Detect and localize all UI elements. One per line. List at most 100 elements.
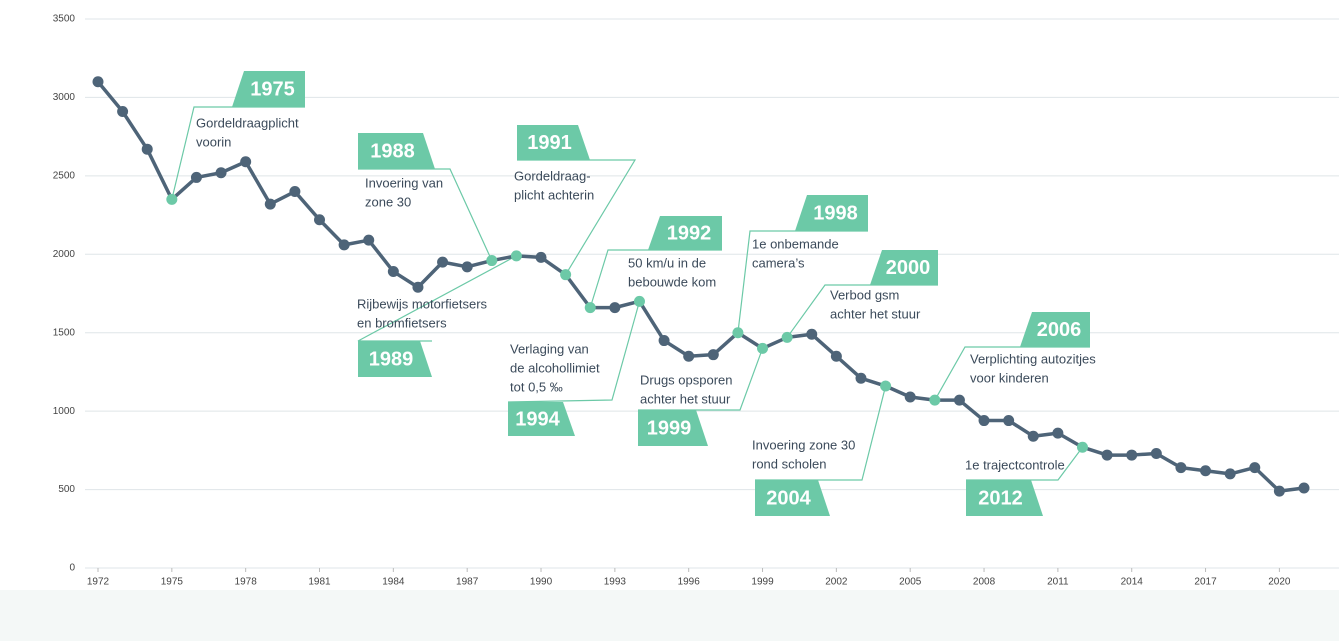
- data-point: [191, 172, 202, 183]
- data-point: [216, 167, 227, 178]
- data-point: [314, 214, 325, 225]
- y-tick-label: 3000: [53, 92, 76, 103]
- x-tick-label: 2011: [1047, 577, 1069, 588]
- annotation-text: Gordeldraag-: [514, 168, 591, 183]
- data-point: [560, 269, 571, 280]
- data-point: [1077, 442, 1088, 453]
- annotation-text: 50 km/u in de: [628, 255, 706, 270]
- data-point: [1299, 483, 1310, 494]
- annotation-text: bebouwde kom: [628, 274, 716, 289]
- annotation-text: 1e trajectcontrole: [965, 457, 1065, 472]
- x-tick-label: 1990: [530, 577, 553, 588]
- annotation-text: Invoering van: [365, 175, 443, 190]
- x-tick-label: 1984: [382, 577, 405, 588]
- y-tick-label: 500: [58, 484, 75, 495]
- data-point: [1175, 462, 1186, 473]
- x-tick-label: 2008: [973, 577, 996, 588]
- data-point: [1200, 465, 1211, 476]
- x-tick-label: 1996: [678, 577, 701, 588]
- y-tick-label: 2500: [53, 170, 76, 181]
- badge-label: 1994: [515, 408, 560, 430]
- data-point: [880, 381, 891, 392]
- annotation-text: achter het stuur: [640, 391, 731, 406]
- annotation-text: 1e onbemande: [752, 236, 839, 251]
- y-tick-label: 3500: [53, 14, 76, 25]
- data-point: [929, 395, 940, 406]
- data-point: [1003, 415, 1014, 426]
- x-tick-label: 1975: [161, 577, 184, 588]
- badge-label: 2012: [978, 487, 1023, 509]
- x-tick-label: 2017: [1194, 577, 1217, 588]
- x-tick-label: 2005: [899, 577, 922, 588]
- data-point: [659, 335, 670, 346]
- annotation-text: Verplichting autozitjes: [970, 351, 1096, 366]
- data-point: [732, 327, 743, 338]
- data-point: [1102, 450, 1113, 461]
- data-point: [1274, 486, 1285, 497]
- data-point: [585, 302, 596, 313]
- y-tick-label: 2000: [53, 249, 76, 260]
- badge-label: 1975: [250, 78, 295, 100]
- annotation-text: zone 30: [365, 194, 411, 209]
- annotation-text: achter het stuur: [830, 306, 921, 321]
- data-point: [905, 392, 916, 403]
- x-tick-label: 1972: [87, 577, 110, 588]
- chart: 0500100015002000250030003500197219751978…: [0, 0, 1339, 641]
- data-point: [339, 239, 350, 250]
- annotation-text: Invoering zone 30: [752, 437, 855, 452]
- data-point: [757, 343, 768, 354]
- badge-label: 2000: [886, 257, 931, 279]
- data-point: [486, 255, 497, 266]
- data-point: [609, 302, 620, 313]
- page: 0500100015002000250030003500197219751978…: [0, 0, 1339, 641]
- data-point: [683, 351, 694, 362]
- data-point: [954, 395, 965, 406]
- data-point: [1225, 468, 1236, 479]
- data-point: [462, 261, 473, 272]
- x-tick-label: 2020: [1268, 577, 1291, 588]
- data-point: [240, 156, 251, 167]
- annotation-text: Verlaging van: [510, 341, 589, 356]
- data-point: [412, 282, 423, 293]
- data-point: [437, 257, 448, 268]
- data-point: [142, 144, 153, 155]
- badge-label: 1989: [369, 348, 414, 370]
- data-point: [708, 349, 719, 360]
- annotation-text: Gordeldraagplicht: [196, 115, 299, 130]
- badge-label: 1988: [370, 140, 415, 162]
- data-point: [806, 329, 817, 340]
- data-point: [1052, 428, 1063, 439]
- data-point: [265, 199, 276, 210]
- badge-label: 2006: [1037, 319, 1082, 341]
- y-tick-label: 1000: [53, 406, 76, 417]
- data-point: [979, 415, 990, 426]
- x-tick-label: 2014: [1121, 577, 1144, 588]
- x-tick-label: 2002: [825, 577, 848, 588]
- y-tick-label: 1500: [53, 327, 76, 338]
- annotation-text: camera’s: [752, 255, 805, 270]
- data-point: [511, 250, 522, 261]
- data-point: [634, 296, 645, 307]
- badge-label: 1998: [813, 202, 858, 224]
- data-point: [93, 76, 104, 87]
- badge-label: 2004: [766, 487, 811, 509]
- data-point: [1249, 462, 1260, 473]
- x-tick-label: 1999: [751, 577, 774, 588]
- x-tick-label: 1993: [604, 577, 627, 588]
- data-point: [536, 252, 547, 263]
- data-point: [855, 373, 866, 384]
- annotation-text: Verbod gsm: [830, 287, 899, 302]
- data-point: [289, 186, 300, 197]
- annotation-text: rond scholen: [752, 456, 826, 471]
- data-point: [1151, 448, 1162, 459]
- data-point: [1126, 450, 1137, 461]
- x-tick-label: 1981: [308, 577, 331, 588]
- data-point: [782, 332, 793, 343]
- badge-label: 1991: [527, 132, 572, 154]
- x-tick-label: 1978: [235, 577, 258, 588]
- badge-label: 1992: [667, 222, 712, 244]
- data-point: [166, 194, 177, 205]
- data-point: [363, 235, 374, 246]
- data-point: [1028, 431, 1039, 442]
- annotation-text: plicht achterin: [514, 187, 594, 202]
